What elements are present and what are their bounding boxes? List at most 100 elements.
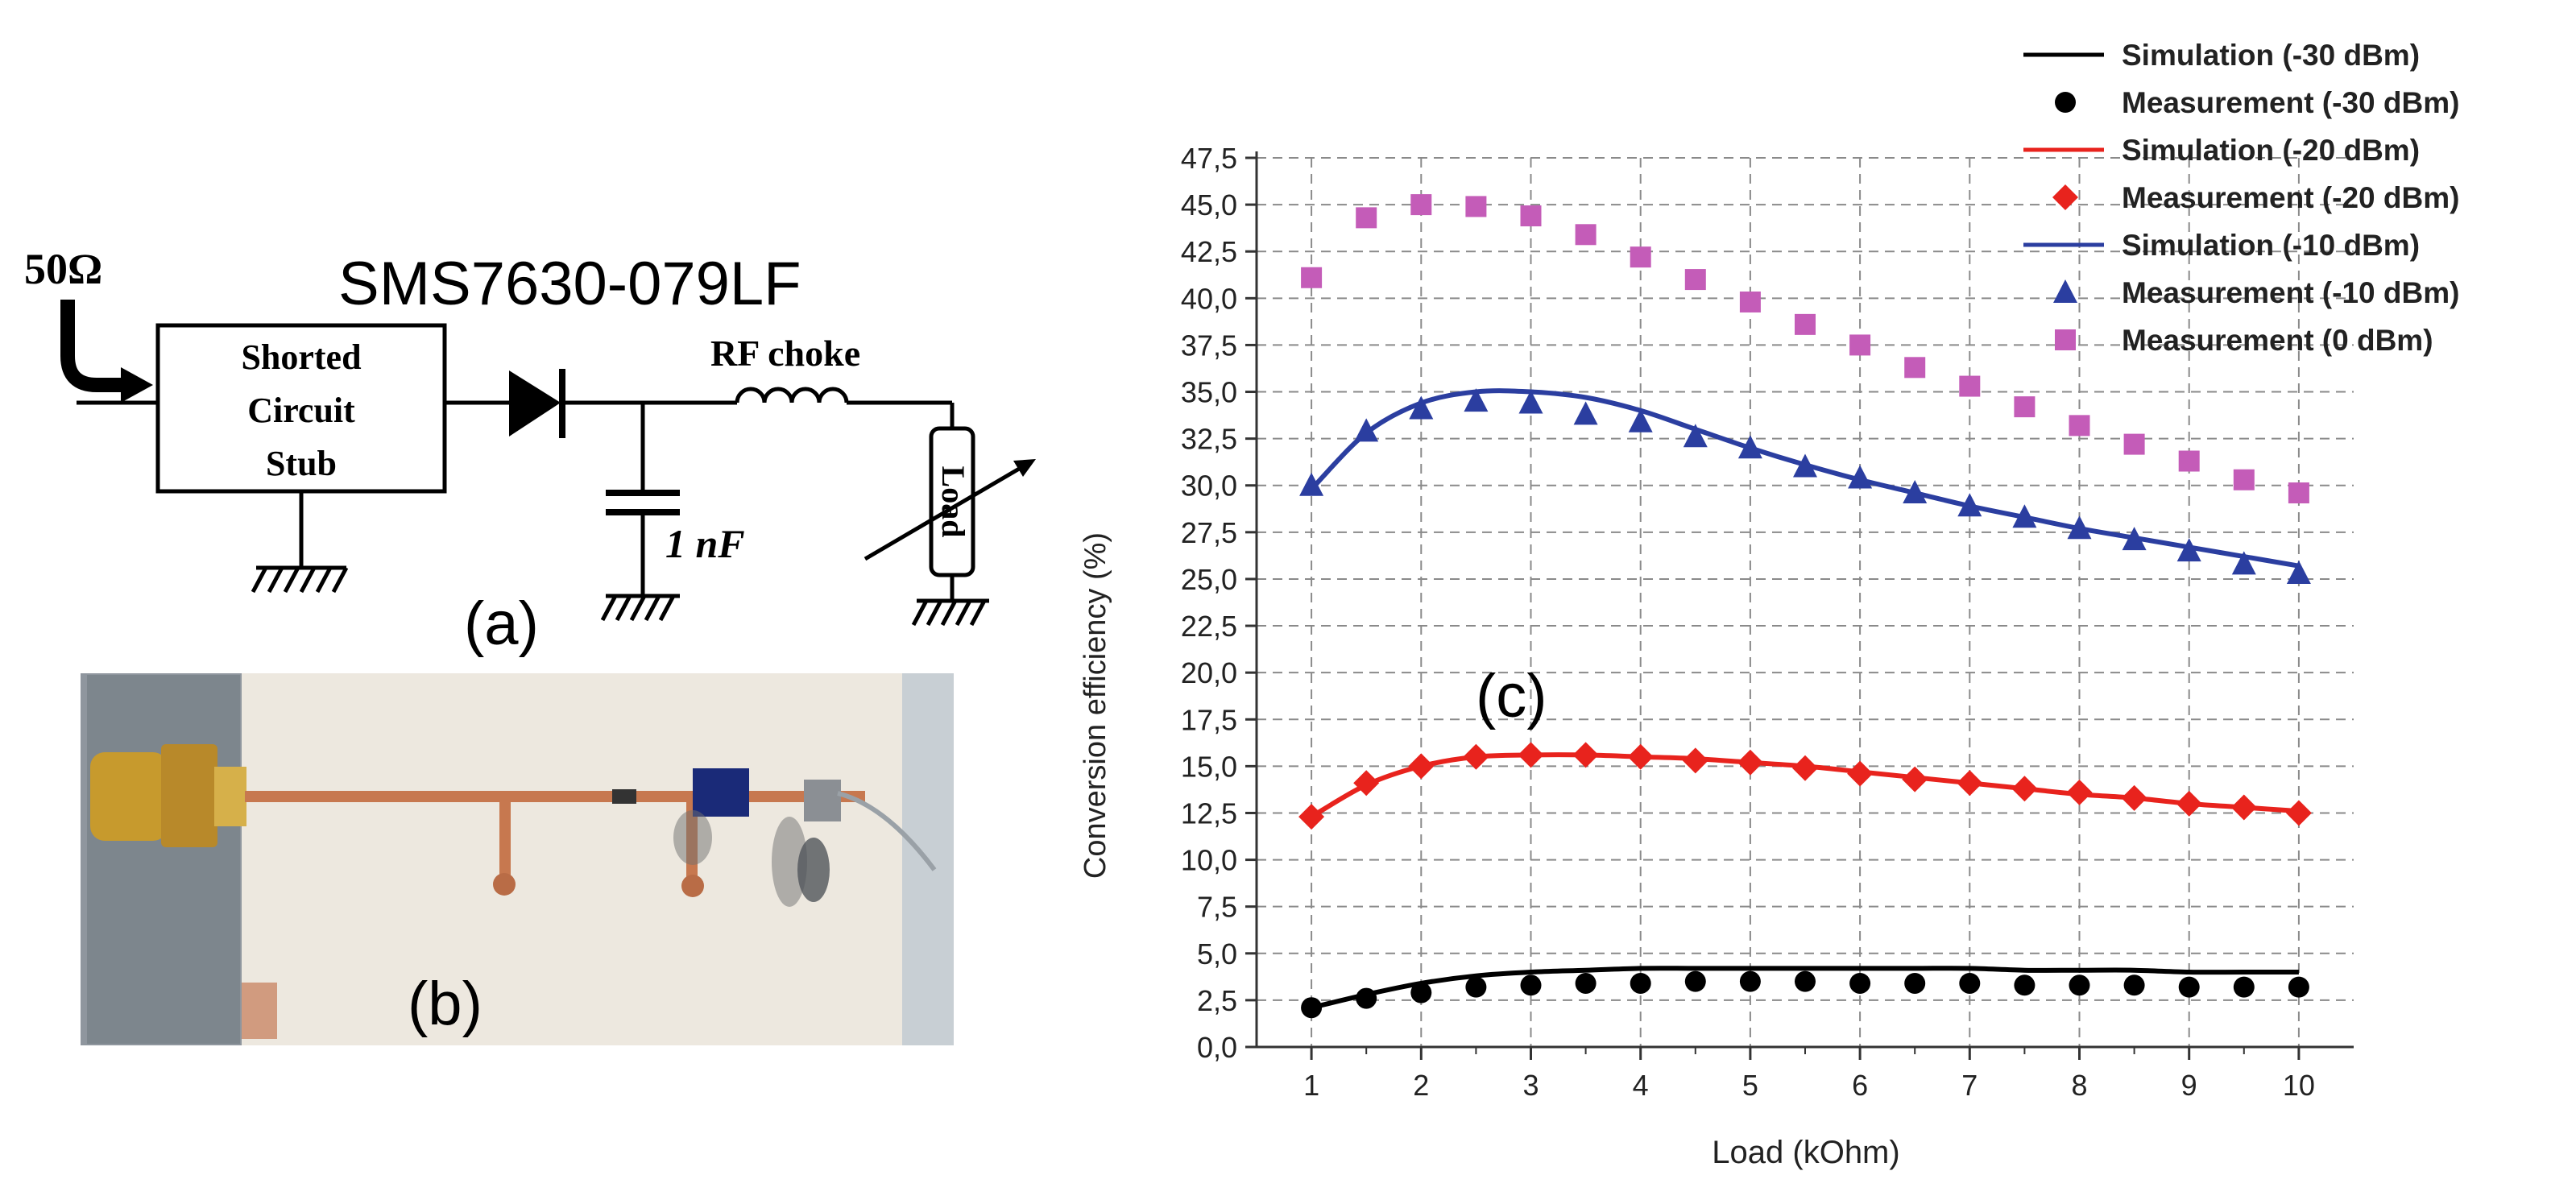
- data-point-measurement-10-dbm: [1848, 465, 1873, 489]
- x-tick-label: 8: [2071, 1069, 2087, 1102]
- data-point-measurement-0-dbm: [2288, 482, 2309, 504]
- data-point-measurement-0-dbm: [1795, 313, 1816, 335]
- data-point-measurement-20-dbm: [1682, 747, 1708, 774]
- y-tick-labels: 0,0 2,5 5,0 7,5 10,0 12,5 15,0 17,5 20,0 22,5 25,0…: [1181, 142, 1237, 1064]
- data-point-measurement-30-dbm: [1465, 976, 1487, 998]
- data-point-measurement-10-dbm: [2286, 560, 2311, 584]
- y-tick-label: 22,5: [1181, 610, 1237, 643]
- data-point-measurement-0-dbm: [1410, 194, 1432, 216]
- series-line-simulation-10-dbm: [1309, 388, 2300, 569]
- data-point-measurement-0-dbm: [1301, 267, 1323, 288]
- legend-symbol-measurement-30-dbm: [2055, 92, 2076, 113]
- data-point-measurement-0-dbm: [1684, 269, 1706, 291]
- data-point-measurement-30-dbm: [2123, 974, 2145, 996]
- y-tick-label: 2,5: [1197, 984, 1237, 1017]
- data-point-measurement-0-dbm: [1739, 291, 1761, 312]
- y-tick-label: 30,0: [1181, 470, 1237, 503]
- x-tick-label: 2: [1413, 1069, 1429, 1102]
- legend: Simulation (-30 dBm) Measurement (-30 dBm…: [2023, 39, 2459, 357]
- data-point-measurement-20-dbm: [2121, 784, 2147, 811]
- data-point-measurement-30-dbm: [1575, 972, 1597, 994]
- y-tick-label: 15,0: [1181, 750, 1237, 783]
- data-point-measurement-10-dbm: [1628, 408, 1653, 432]
- x-tick-label: 6: [1852, 1069, 1868, 1102]
- sma-connector-icon: [90, 744, 246, 847]
- data-point-measurement-20-dbm: [1408, 753, 1435, 780]
- legend-label-simulation-30-dbm: Simulation (-30 dBm): [2122, 39, 2420, 72]
- x-tick-label: 1: [1303, 1069, 1319, 1102]
- y-tick-label: 27,5: [1181, 516, 1237, 549]
- y-tick-label: 45,0: [1181, 188, 1237, 221]
- x-tick-label: 5: [1742, 1069, 1758, 1102]
- legend-symbol-measurement-0-dbm: [2055, 329, 2076, 350]
- data-point-measurement-30-dbm: [1849, 972, 1871, 994]
- data-point-measurement-0-dbm: [2233, 469, 2255, 490]
- data-point-measurement-0-dbm: [1465, 196, 1487, 217]
- y-tick-label: 10,0: [1181, 844, 1237, 877]
- data-point-measurement-20-dbm: [1847, 760, 1874, 787]
- data-point-measurement-0-dbm: [1630, 246, 1651, 268]
- data-point-measurement-30-dbm: [2069, 974, 2090, 996]
- y-tick-label: 42,5: [1181, 235, 1237, 268]
- y-tick-label: 37,5: [1181, 329, 1237, 362]
- data-point-measurement-20-dbm: [1353, 770, 1380, 797]
- data-point-measurement-30-dbm: [1959, 972, 1981, 994]
- data-point-measurement-20-dbm: [1792, 755, 1818, 781]
- y-tick-label: 35,0: [1181, 376, 1237, 409]
- data-point-measurement-30-dbm: [1301, 997, 1323, 1019]
- data-point-measurement-20-dbm: [1737, 749, 1763, 776]
- x-tick-label: 9: [2181, 1069, 2197, 1102]
- stub-label-line-3: Stub: [266, 444, 337, 483]
- data-point-measurement-0-dbm: [1356, 207, 1377, 229]
- data-point-measurement-0-dbm: [1959, 375, 1981, 397]
- data-point-measurement-30-dbm: [2233, 976, 2255, 998]
- data-point-measurement-0-dbm: [1849, 334, 1871, 356]
- data-point-measurement-10-dbm: [1354, 418, 1379, 442]
- data-point-measurement-20-dbm: [2011, 776, 2038, 802]
- data-point-measurement-10-dbm: [2122, 527, 2147, 551]
- data-point-measurement-20-dbm: [1298, 804, 1325, 830]
- y-tick-label: 40,0: [1181, 282, 1237, 315]
- legend-label-measurement-0-dbm: Measurement (0 dBm): [2122, 324, 2433, 357]
- data-point-measurement-0-dbm: [2178, 450, 2200, 472]
- data-point-measurement-10-dbm: [2012, 504, 2037, 528]
- data-point-measurement-10-dbm: [1518, 390, 1543, 414]
- y-tick-label: 25,0: [1181, 563, 1237, 596]
- data-point-measurement-0-dbm: [2123, 433, 2145, 455]
- capacitor-icon: [606, 490, 680, 515]
- diode-icon: [509, 369, 565, 438]
- data-point-measurement-0-dbm: [1520, 205, 1542, 227]
- stub-label-line-1: Shorted: [241, 337, 361, 377]
- data-point-measurement-20-dbm: [2230, 794, 2257, 821]
- series-lines: [1309, 388, 2300, 1011]
- ground-icon-cap: [600, 594, 680, 622]
- y-tick-label: 7,5: [1197, 891, 1237, 924]
- data-point-measurement-30-dbm: [1630, 972, 1651, 994]
- source-impedance-label: 50Ω: [24, 245, 102, 293]
- series-line-simulation-30-dbm: [1311, 966, 2299, 1011]
- y-tick-label: 20,0: [1181, 656, 1237, 689]
- ground-icon-load: [911, 598, 989, 627]
- data-point-measurement-30-dbm: [2288, 976, 2309, 998]
- data-point-measurement-10-dbm: [1793, 453, 1817, 478]
- inductor-component: [693, 768, 749, 817]
- x-tick-labels: 1 2 3 4 5 6 7 8 9 10: [1303, 1069, 2315, 1102]
- data-point-measurement-20-dbm: [2285, 800, 2312, 826]
- data-point-measurement-20-dbm: [1627, 743, 1654, 770]
- data-point-measurement-30-dbm: [2014, 974, 2036, 996]
- legend-label-simulation-10-dbm: Simulation (-10 dBm): [2122, 229, 2420, 262]
- chart-grid: [1257, 157, 2354, 1047]
- choke-label: RF choke: [710, 333, 860, 374]
- y-tick-label: 17,5: [1181, 703, 1237, 736]
- data-point-measurement-30-dbm: [1356, 987, 1377, 1009]
- data-point-measurement-20-dbm: [1518, 742, 1544, 768]
- y-tick-label: 47,5: [1181, 142, 1237, 175]
- stub-label-line-2: Circuit: [247, 391, 355, 430]
- legend-symbol-measurement-20-dbm: [2052, 184, 2078, 210]
- data-point-measurement-10-dbm: [1683, 424, 1708, 448]
- data-point-measurement-30-dbm: [1795, 970, 1816, 992]
- data-point-measurement-10-dbm: [2067, 515, 2092, 540]
- panel-b-label: (b): [408, 970, 482, 1038]
- data-point-measurement-0-dbm: [2069, 415, 2090, 437]
- panel-a-schematic: 50Ω Shorted Circuit Stub SMS7630-079LF 1: [24, 245, 1036, 658]
